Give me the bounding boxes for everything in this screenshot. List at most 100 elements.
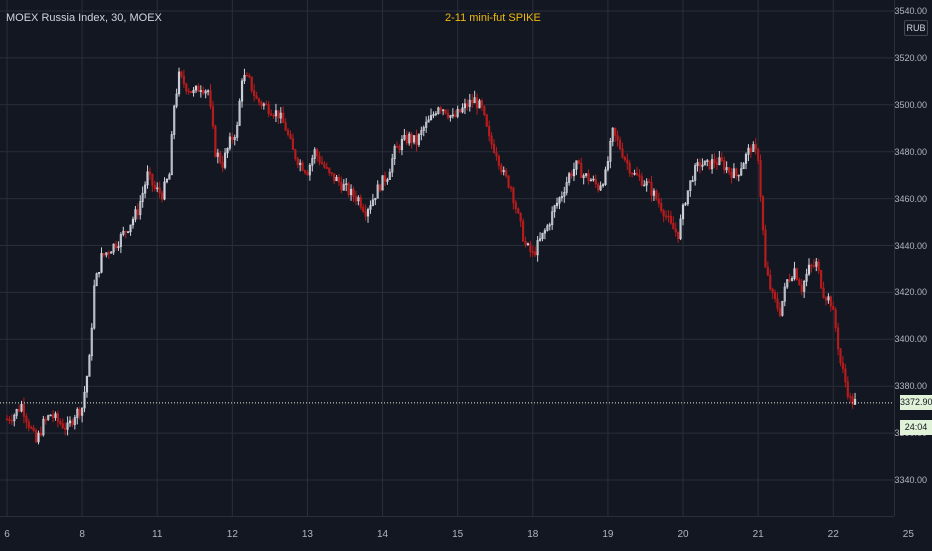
candle-body bbox=[238, 100, 241, 126]
candle-body bbox=[832, 305, 835, 310]
candle bbox=[846, 376, 849, 400]
candle bbox=[61, 418, 64, 429]
candle bbox=[148, 167, 152, 180]
candle bbox=[214, 124, 217, 158]
candle-body bbox=[584, 173, 588, 176]
candle bbox=[316, 147, 319, 162]
candle-body bbox=[362, 206, 365, 212]
price-scale[interactable]: 3540.00 3520.00 3500.00 3480.00 3460.00 … bbox=[894, 0, 932, 516]
candle-body bbox=[417, 134, 421, 145]
candle-body bbox=[248, 75, 251, 78]
currency-badge[interactable]: RUB bbox=[904, 20, 928, 36]
candle-body bbox=[793, 268, 796, 279]
candle bbox=[425, 116, 428, 133]
candle-body bbox=[432, 114, 435, 116]
candle-body bbox=[139, 201, 142, 216]
candle-body bbox=[800, 284, 803, 292]
candle bbox=[638, 169, 641, 181]
candle-body bbox=[623, 156, 626, 161]
candle bbox=[134, 205, 137, 223]
candle bbox=[59, 418, 62, 426]
candle-body bbox=[635, 173, 639, 176]
candle bbox=[374, 197, 377, 206]
candle bbox=[337, 174, 341, 187]
candle bbox=[718, 150, 721, 166]
candle bbox=[749, 144, 752, 158]
candle-body bbox=[742, 163, 745, 170]
candle bbox=[422, 125, 425, 137]
candle bbox=[318, 151, 321, 166]
candle-body bbox=[202, 90, 205, 94]
candle-body bbox=[32, 427, 35, 431]
candle bbox=[807, 258, 811, 276]
candle bbox=[800, 279, 803, 296]
symbol-title[interactable]: MOEX Russia Index, 30, MOEX bbox=[6, 12, 162, 24]
candle bbox=[810, 263, 813, 273]
candle bbox=[432, 111, 435, 119]
candle bbox=[834, 307, 837, 332]
candle-body bbox=[410, 133, 413, 143]
candle bbox=[538, 232, 542, 242]
candle-body bbox=[345, 183, 348, 186]
candle-body bbox=[456, 109, 459, 117]
candle-body bbox=[628, 162, 631, 174]
last-price-label: 3372.90 bbox=[900, 394, 932, 410]
candle bbox=[68, 416, 72, 427]
candle-body bbox=[698, 162, 702, 167]
candle bbox=[568, 171, 571, 186]
candle bbox=[795, 267, 798, 281]
candle-body bbox=[694, 165, 697, 181]
candle bbox=[754, 138, 757, 155]
candle-body bbox=[672, 222, 675, 230]
time-axis[interactable]: 6 8 11 12 13 14 15 18 19 20 21 22 25 bbox=[0, 516, 914, 551]
candle-body bbox=[76, 408, 79, 418]
candle-body bbox=[606, 161, 610, 171]
candle bbox=[153, 180, 156, 192]
candle-body bbox=[783, 286, 786, 302]
candle bbox=[294, 148, 297, 161]
candle-body bbox=[153, 184, 156, 189]
candle-body bbox=[429, 115, 433, 121]
candle bbox=[798, 277, 801, 286]
candle bbox=[47, 414, 50, 421]
candle bbox=[536, 235, 539, 262]
candle bbox=[274, 103, 278, 123]
candle bbox=[490, 132, 493, 149]
candle-body bbox=[786, 279, 789, 288]
candle-body bbox=[383, 175, 387, 182]
candle bbox=[497, 154, 500, 170]
candle bbox=[495, 146, 498, 161]
price-scale-label: 3440.00 bbox=[894, 240, 927, 251]
candle bbox=[131, 216, 135, 229]
candle bbox=[694, 163, 697, 186]
time-axis-label: 11 bbox=[152, 529, 163, 540]
candle-body bbox=[400, 138, 404, 151]
candle bbox=[417, 133, 421, 147]
candle-body bbox=[495, 152, 498, 157]
price-scale-label: 3460.00 bbox=[894, 193, 927, 204]
candle-body bbox=[207, 90, 210, 93]
price-chart[interactable] bbox=[0, 0, 894, 516]
candle-body bbox=[529, 243, 532, 252]
candle-body bbox=[393, 146, 396, 160]
candle-body bbox=[824, 297, 828, 301]
candle-body bbox=[759, 160, 762, 197]
candle-body bbox=[364, 210, 367, 217]
candle-body bbox=[558, 197, 561, 204]
candle bbox=[299, 159, 302, 172]
candle-body bbox=[97, 271, 101, 274]
candle-body bbox=[127, 231, 130, 233]
candle-body bbox=[778, 307, 782, 316]
candle bbox=[684, 202, 687, 206]
candle bbox=[822, 281, 825, 299]
candle bbox=[146, 165, 149, 189]
candle bbox=[824, 296, 828, 306]
candle bbox=[323, 160, 326, 169]
candle-body bbox=[841, 362, 845, 370]
candle-body bbox=[701, 164, 704, 167]
candle-body bbox=[594, 178, 597, 185]
candle bbox=[466, 99, 469, 111]
candle-body bbox=[71, 420, 74, 425]
candle-body bbox=[568, 173, 571, 183]
candle-body bbox=[260, 101, 263, 106]
